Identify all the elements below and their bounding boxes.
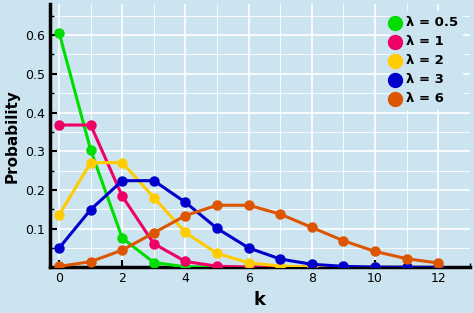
λ = 0.5 <box>56 31 62 34</box>
λ = 3 <box>309 262 315 266</box>
λ = 3 <box>88 208 93 212</box>
Y-axis label: Probability: Probability <box>4 89 19 183</box>
λ = 2 <box>246 261 252 264</box>
λ = 6 <box>404 257 410 261</box>
λ = 3 <box>119 179 125 182</box>
λ = 0.5 <box>151 261 157 264</box>
λ = 1 <box>214 264 220 268</box>
λ = 2 <box>88 161 93 165</box>
λ = 1 <box>341 265 346 269</box>
Line: λ = 3: λ = 3 <box>55 176 443 272</box>
λ = 1 <box>404 265 410 269</box>
λ = 0.5 <box>309 265 315 269</box>
λ = 0.5 <box>214 265 220 269</box>
λ = 6 <box>341 239 346 243</box>
λ = 2 <box>372 265 378 269</box>
λ = 0.5 <box>436 265 441 269</box>
λ = 3 <box>151 179 157 182</box>
λ = 2 <box>404 265 410 269</box>
λ = 1 <box>372 265 378 269</box>
λ = 1 <box>277 265 283 269</box>
λ = 3 <box>214 227 220 230</box>
λ = 1 <box>56 123 62 127</box>
λ = 6 <box>372 249 378 253</box>
Line: λ = 0.5: λ = 0.5 <box>55 28 443 272</box>
λ = 2 <box>309 265 315 269</box>
λ = 3 <box>56 246 62 250</box>
λ = 6 <box>214 203 220 207</box>
λ = 0.5 <box>119 236 125 240</box>
λ = 0.5 <box>277 265 283 269</box>
Line: λ = 6: λ = 6 <box>55 201 443 271</box>
λ = 2 <box>151 196 157 199</box>
λ = 0.5 <box>246 265 252 269</box>
X-axis label: k: k <box>254 291 266 309</box>
λ = 3 <box>341 264 346 268</box>
λ = 2 <box>277 264 283 268</box>
λ = 6 <box>119 248 125 252</box>
λ = 6 <box>246 203 252 207</box>
λ = 2 <box>214 252 220 255</box>
λ = 6 <box>88 260 93 264</box>
Line: λ = 2: λ = 2 <box>55 158 443 272</box>
λ = 6 <box>182 214 188 218</box>
λ = 1 <box>309 265 315 269</box>
λ = 3 <box>182 201 188 204</box>
λ = 1 <box>436 265 441 269</box>
λ = 2 <box>436 265 441 269</box>
λ = 0.5 <box>404 265 410 269</box>
λ = 6 <box>436 261 441 265</box>
λ = 0.5 <box>182 265 188 269</box>
λ = 1 <box>182 259 188 263</box>
λ = 3 <box>246 246 252 250</box>
λ = 3 <box>404 265 410 269</box>
λ = 6 <box>277 212 283 216</box>
λ = 1 <box>88 123 93 127</box>
λ = 2 <box>182 231 188 234</box>
λ = 6 <box>151 231 157 235</box>
λ = 0.5 <box>88 148 93 152</box>
λ = 1 <box>151 242 157 246</box>
λ = 0.5 <box>341 265 346 269</box>
λ = 3 <box>277 257 283 261</box>
λ = 6 <box>56 264 62 268</box>
λ = 1 <box>119 194 125 198</box>
λ = 2 <box>341 265 346 269</box>
λ = 2 <box>119 161 125 165</box>
λ = 1 <box>246 265 252 269</box>
λ = 0.5 <box>372 265 378 269</box>
Legend: λ = 0.5, λ = 1, λ = 2, λ = 3, λ = 6: λ = 0.5, λ = 1, λ = 2, λ = 3, λ = 6 <box>390 11 463 110</box>
λ = 6 <box>309 226 315 229</box>
λ = 3 <box>372 265 378 269</box>
λ = 3 <box>436 265 441 269</box>
λ = 2 <box>56 213 62 217</box>
Line: λ = 1: λ = 1 <box>55 121 443 272</box>
